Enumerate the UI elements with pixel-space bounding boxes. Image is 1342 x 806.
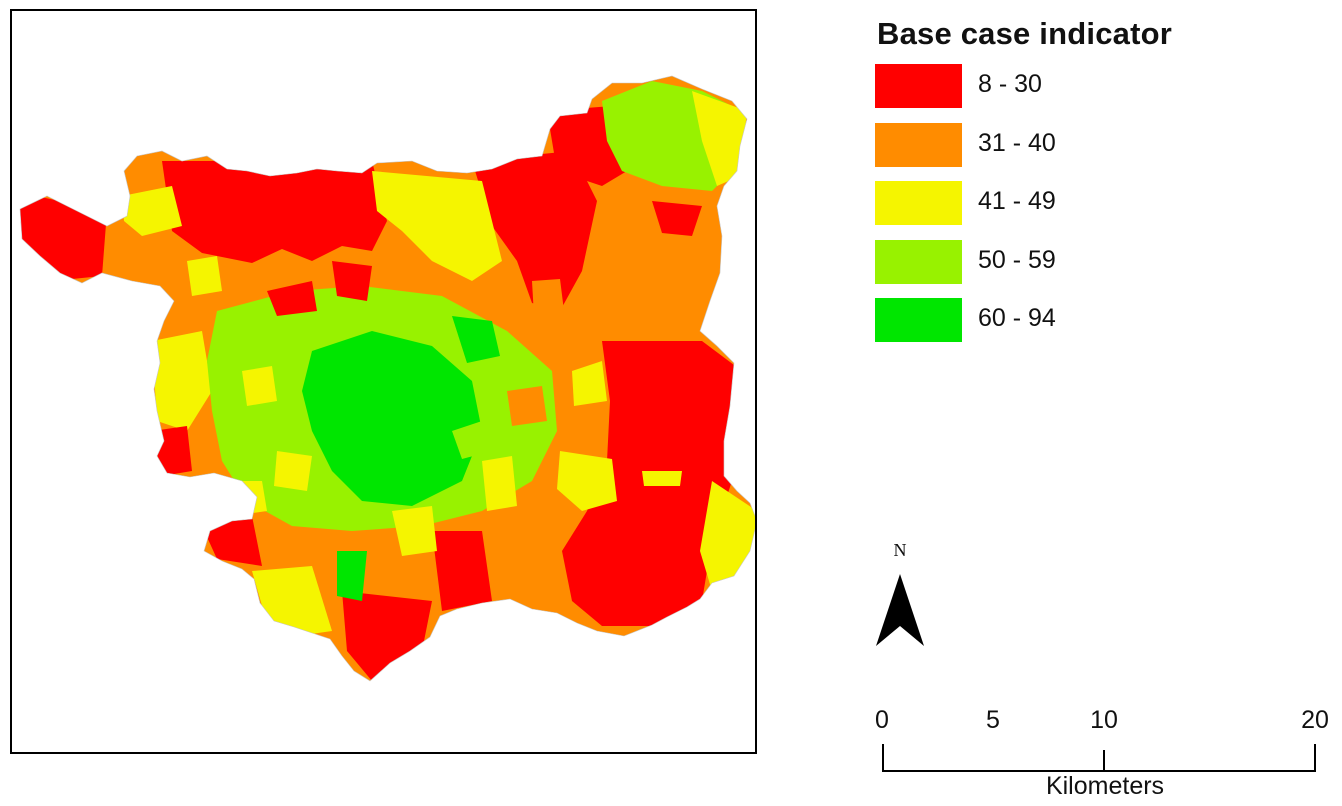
legend-swatch [875,298,962,342]
legend-label: 31 - 40 [978,128,1056,157]
map-frame [10,9,757,754]
legend-rows: 8 - 30 31 - 40 41 - 49 50 - 59 60 - 94 [875,64,1315,357]
legend-item: 8 - 30 [875,64,1315,123]
legend-item: 41 - 49 [875,181,1315,240]
scale-tick-label: 5 [986,706,1000,734]
legend-label: 8 - 30 [978,70,1042,98]
legend-swatch [875,181,962,225]
scale-tick-label: 10 [1090,706,1118,734]
legend: Base case indicator 8 - 30 31 - 40 41 - … [875,16,1315,357]
legend-item: 31 - 40 [875,122,1315,182]
legend-swatch [875,239,962,284]
legend-swatch [875,64,962,108]
legend-label: 60 - 94 [978,304,1056,332]
scale-bar: 0 5 10 20 Kilometers [860,706,1340,806]
legend-swatch [875,122,962,167]
legend-item: 50 - 59 [875,239,1315,299]
legend-title: Base case indicator [877,16,1173,51]
choropleth-map [19,75,755,682]
scale-bar-line [882,744,1316,772]
north-arrow: N [872,540,932,650]
north-label: N [893,540,907,560]
scale-unit-label: Kilometers [1045,772,1165,800]
legend-item: 60 - 94 [875,298,1315,357]
scale-tick-label: 0 [875,706,889,734]
north-arrow-icon [876,574,924,646]
legend-label: 41 - 49 [978,187,1056,215]
scale-tick-label: 20 [1301,706,1329,734]
legend-label: 50 - 59 [978,245,1056,274]
